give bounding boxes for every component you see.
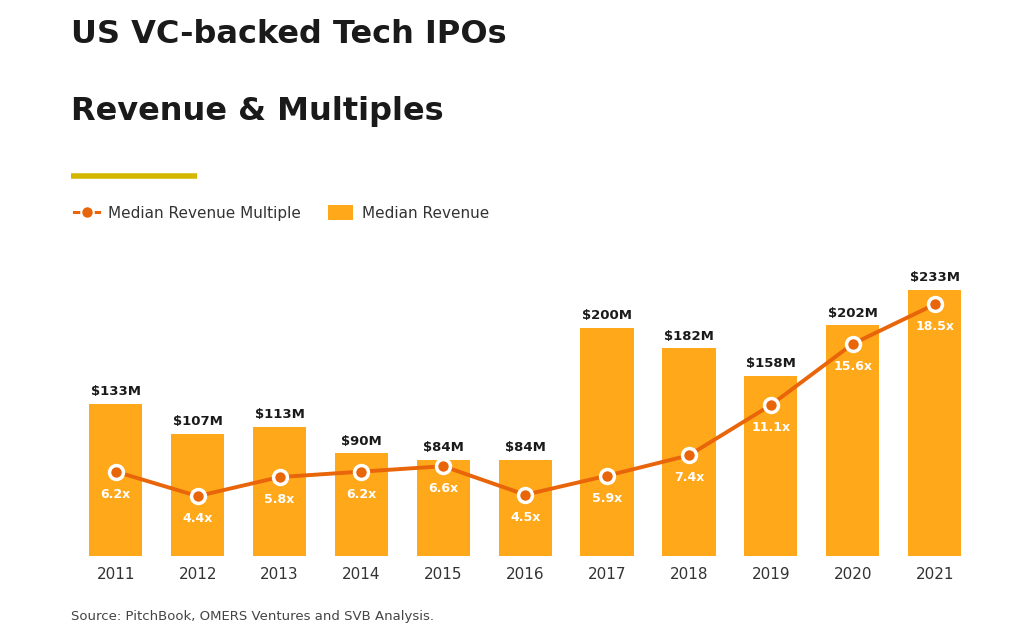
Bar — [826, 325, 880, 556]
Point — [681, 450, 697, 461]
Text: $113M: $113M — [255, 408, 304, 421]
Text: $158M: $158M — [746, 357, 796, 370]
Text: $233M: $233M — [910, 272, 959, 284]
Legend: Median Revenue Multiple, Median Revenue: Median Revenue Multiple, Median Revenue — [69, 199, 495, 227]
Point — [926, 299, 942, 309]
Point — [844, 339, 861, 349]
Bar — [499, 460, 551, 556]
Text: 11.1x: 11.1x — [751, 421, 791, 434]
Bar — [334, 453, 388, 556]
Text: 4.5x: 4.5x — [510, 511, 540, 524]
Bar — [417, 460, 470, 556]
Text: 5.9x: 5.9x — [592, 491, 622, 505]
Point — [599, 470, 615, 481]
Text: $84M: $84M — [505, 442, 545, 454]
Text: 6.2x: 6.2x — [101, 488, 131, 500]
Text: US VC-backed Tech IPOs: US VC-backed Tech IPOs — [71, 19, 506, 50]
Bar — [89, 404, 142, 556]
Text: 5.8x: 5.8x — [265, 493, 295, 506]
Text: $90M: $90M — [341, 435, 382, 447]
Text: 6.2x: 6.2x — [346, 488, 377, 500]
Text: 7.4x: 7.4x — [674, 472, 704, 484]
Point — [108, 466, 124, 477]
Point — [190, 491, 206, 501]
Bar — [663, 348, 716, 556]
Bar — [252, 427, 306, 556]
Point — [763, 400, 779, 410]
Text: Source: PitchBook, OMERS Ventures and SVB Analysis.: Source: PitchBook, OMERS Ventures and SV… — [71, 610, 433, 623]
Text: $200M: $200M — [582, 309, 632, 322]
Text: 6.6x: 6.6x — [428, 482, 459, 495]
Point — [435, 461, 451, 472]
Text: $107M: $107M — [173, 415, 222, 428]
Text: $133M: $133M — [91, 385, 140, 399]
Text: $202M: $202M — [828, 307, 878, 320]
Text: $84M: $84M — [423, 442, 464, 454]
Bar — [581, 328, 633, 556]
Point — [354, 466, 370, 477]
Bar — [744, 376, 798, 556]
Text: $182M: $182M — [664, 330, 714, 343]
Text: Revenue & Multiples: Revenue & Multiples — [71, 96, 443, 127]
Text: 18.5x: 18.5x — [915, 320, 954, 334]
Point — [517, 489, 533, 500]
Bar — [908, 290, 962, 556]
Text: 4.4x: 4.4x — [183, 512, 213, 525]
Bar — [171, 434, 224, 556]
Point — [272, 472, 288, 482]
Text: 15.6x: 15.6x — [833, 360, 873, 373]
